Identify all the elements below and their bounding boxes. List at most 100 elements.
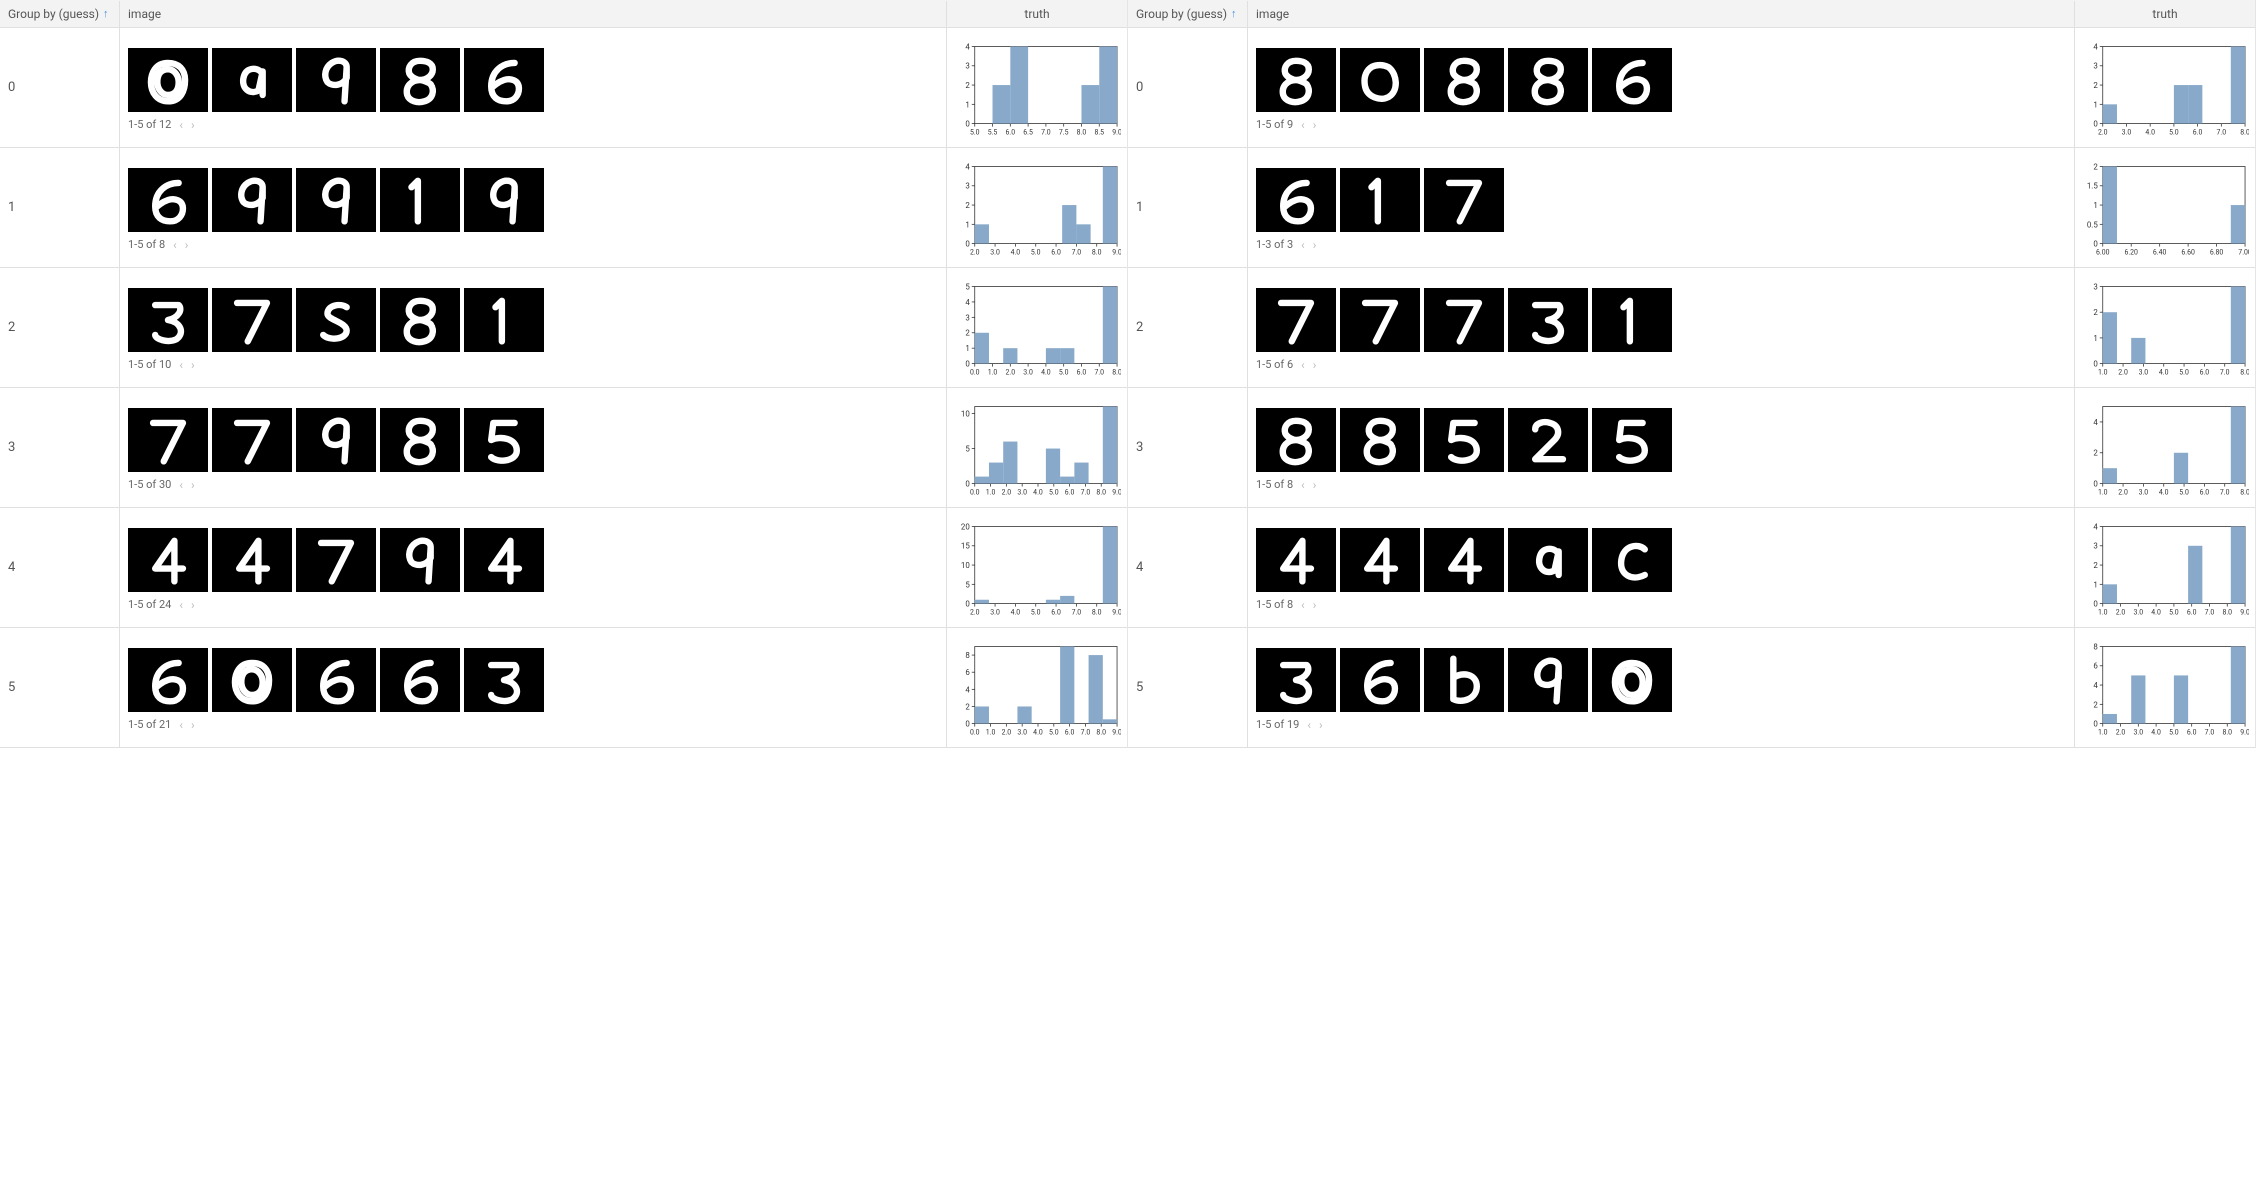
header-truth[interactable]: truth — [947, 1, 1127, 27]
thumbnail[interactable] — [1256, 168, 1336, 232]
pager-prev-icon[interactable]: ‹ — [179, 718, 183, 732]
thumbnail[interactable] — [1256, 288, 1336, 352]
pager-prev-icon[interactable]: ‹ — [173, 238, 177, 252]
thumbnail[interactable] — [212, 288, 292, 352]
thumbnail[interactable] — [1340, 288, 1420, 352]
thumbnail[interactable] — [296, 48, 376, 112]
thumbnail[interactable] — [1340, 408, 1420, 472]
thumbnail[interactable] — [464, 288, 544, 352]
thumbnail[interactable] — [212, 408, 292, 472]
group-value: 1 — [0, 148, 120, 267]
pager-prev-icon[interactable]: ‹ — [1301, 118, 1305, 132]
thumbnail[interactable] — [128, 288, 208, 352]
thumbnail[interactable] — [464, 168, 544, 232]
thumbnail[interactable] — [128, 168, 208, 232]
pager-next-icon[interactable]: › — [191, 358, 195, 372]
pager-prev-icon[interactable]: ‹ — [179, 358, 183, 372]
thumbnail[interactable] — [1340, 648, 1420, 712]
svg-text:6.00: 6.00 — [2096, 248, 2110, 256]
pager-next-icon[interactable]: › — [191, 118, 195, 132]
thumbnail[interactable] — [1424, 648, 1504, 712]
thumbnail[interactable] — [464, 528, 544, 592]
pager-next-icon[interactable]: › — [191, 718, 195, 732]
thumbnail[interactable] — [464, 48, 544, 112]
thumbnail[interactable] — [1592, 48, 1672, 112]
thumbnail[interactable] — [380, 48, 460, 112]
thumbnail[interactable] — [1340, 168, 1420, 232]
pager-prev-icon[interactable]: ‹ — [1301, 358, 1305, 372]
pager-prev-icon[interactable]: ‹ — [179, 478, 183, 492]
thumbnail[interactable] — [380, 528, 460, 592]
header-group-by[interactable]: Group by (guess) ↑ — [0, 1, 120, 27]
thumbnail[interactable] — [380, 168, 460, 232]
pager-next-icon[interactable]: › — [1313, 478, 1317, 492]
pager-prev-icon[interactable]: ‹ — [1301, 478, 1305, 492]
header-truth[interactable]: truth — [2075, 1, 2255, 27]
pager: 1-5 of 19 ‹ › — [1256, 718, 2066, 732]
thumbnail[interactable] — [1256, 408, 1336, 472]
thumbnail[interactable] — [1592, 648, 1672, 712]
thumbnail[interactable] — [1424, 288, 1504, 352]
thumbnail[interactable] — [1256, 648, 1336, 712]
thumbnail[interactable] — [380, 408, 460, 472]
pager-next-icon[interactable]: › — [191, 598, 195, 612]
svg-text:1: 1 — [2093, 580, 2097, 589]
pager-next-icon[interactable]: › — [191, 478, 195, 492]
pager-next-icon[interactable]: › — [1313, 598, 1317, 612]
thumbnail[interactable] — [1424, 408, 1504, 472]
header-group-by[interactable]: Group by (guess) ↑ — [1128, 1, 1248, 27]
thumbnail[interactable] — [1508, 408, 1588, 472]
thumbnail[interactable] — [1592, 288, 1672, 352]
thumbnail[interactable] — [1256, 528, 1336, 592]
svg-text:6.0: 6.0 — [2187, 728, 2197, 736]
pager-next-icon[interactable]: › — [1313, 238, 1317, 252]
thumbnail[interactable] — [296, 648, 376, 712]
pager-next-icon[interactable]: › — [1313, 118, 1317, 132]
group-value: 4 — [1128, 508, 1248, 627]
thumbnail[interactable] — [1340, 528, 1420, 592]
header-image[interactable]: image — [1248, 1, 2075, 27]
thumbnail[interactable] — [1592, 528, 1672, 592]
thumbnail[interactable] — [380, 288, 460, 352]
thumbnail[interactable] — [1424, 528, 1504, 592]
thumbnail[interactable] — [128, 528, 208, 592]
thumbnail[interactable] — [1508, 48, 1588, 112]
pager-prev-icon[interactable]: ‹ — [179, 118, 183, 132]
svg-text:6.0: 6.0 — [1051, 608, 1061, 616]
thumbnail[interactable] — [128, 648, 208, 712]
thumbnail[interactable] — [296, 528, 376, 592]
thumbnail[interactable] — [1424, 48, 1504, 112]
pager-next-icon[interactable]: › — [1319, 718, 1323, 732]
thumbnail[interactable] — [1508, 528, 1588, 592]
pager: 1-5 of 24 ‹ › — [128, 598, 938, 612]
image-cell: 1-5 of 30 ‹ › — [120, 388, 947, 507]
svg-text:8.5: 8.5 — [1094, 128, 1104, 136]
svg-text:10: 10 — [961, 409, 970, 418]
svg-text:2.0: 2.0 — [1002, 488, 1012, 496]
pager-prev-icon[interactable]: ‹ — [1301, 598, 1305, 612]
thumbnail[interactable] — [464, 648, 544, 712]
pager-prev-icon[interactable]: ‹ — [1301, 238, 1305, 252]
thumbnail[interactable] — [1508, 648, 1588, 712]
thumbnail[interactable] — [464, 408, 544, 472]
thumbnail[interactable] — [128, 48, 208, 112]
thumbnail[interactable] — [212, 168, 292, 232]
thumbnail[interactable] — [128, 408, 208, 472]
thumbnail[interactable] — [212, 528, 292, 592]
pager-prev-icon[interactable]: ‹ — [179, 598, 183, 612]
thumbnail[interactable] — [1592, 408, 1672, 472]
thumbnail[interactable] — [296, 408, 376, 472]
thumbnail[interactable] — [212, 648, 292, 712]
thumbnail[interactable] — [1508, 288, 1588, 352]
thumbnail[interactable] — [296, 168, 376, 232]
pager-next-icon[interactable]: › — [185, 238, 189, 252]
pager-next-icon[interactable]: › — [1313, 358, 1317, 372]
header-image[interactable]: image — [120, 1, 947, 27]
thumbnail[interactable] — [1340, 48, 1420, 112]
thumbnail[interactable] — [1256, 48, 1336, 112]
thumbnail[interactable] — [1424, 168, 1504, 232]
thumbnail[interactable] — [296, 288, 376, 352]
pager-prev-icon[interactable]: ‹ — [1307, 718, 1311, 732]
thumbnail[interactable] — [380, 648, 460, 712]
thumbnail[interactable] — [212, 48, 292, 112]
